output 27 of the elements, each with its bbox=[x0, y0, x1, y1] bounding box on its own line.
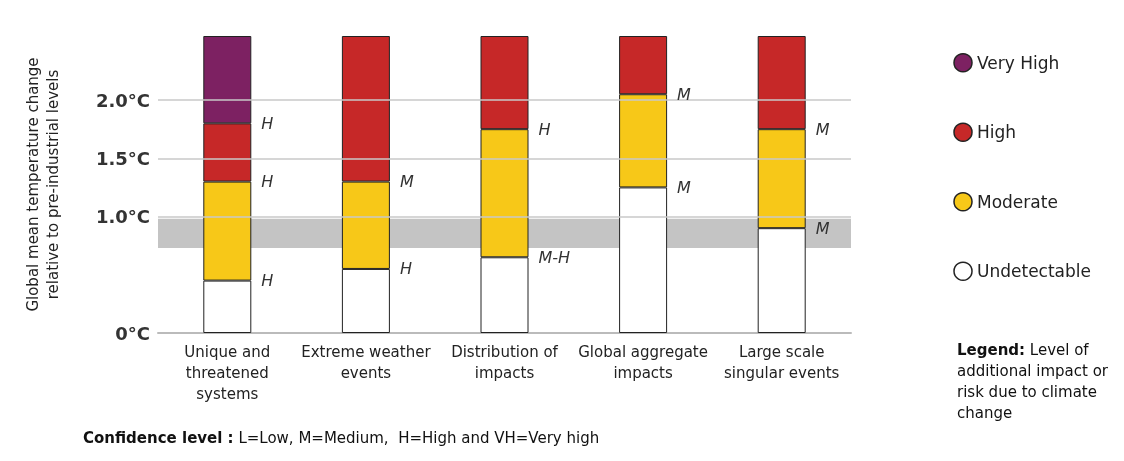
annotation: M bbox=[399, 172, 414, 192]
annotation: M bbox=[815, 218, 830, 238]
y-tick-label: 0°C bbox=[115, 322, 150, 344]
x-tick-label: Global aggregate impacts bbox=[578, 342, 708, 382]
annotation: M bbox=[677, 84, 692, 104]
legend-label: Very High bbox=[977, 52, 1060, 73]
y-tick-label: 1.0°C bbox=[95, 206, 150, 228]
x-tick-label: Unique and threatened systems bbox=[184, 342, 271, 403]
y-tick-label: 1.5°C bbox=[95, 147, 150, 169]
annotation: H bbox=[399, 259, 412, 279]
x-tick-label: Extreme weather events bbox=[301, 342, 432, 382]
text: Confidence level : L=Low, M=Medium, H=High and VH=Very high bbox=[83, 428, 600, 447]
annotation: H bbox=[261, 113, 274, 133]
legend-label: Undetectable bbox=[977, 261, 1092, 282]
legend-label: High bbox=[977, 122, 1017, 143]
legend-label: Moderate bbox=[977, 191, 1058, 212]
annotation: H bbox=[261, 172, 274, 192]
x-tick-label: Large scale singular events bbox=[724, 342, 840, 382]
annotation: H bbox=[261, 271, 274, 291]
x-tick-label: Distribution of impacts bbox=[451, 342, 559, 382]
y-tick-label: 2.0°C bbox=[95, 89, 150, 111]
annotation: M-H bbox=[538, 247, 571, 267]
legend-title: Legend: Level of additional impact or risk due to climate change bbox=[957, 340, 1109, 422]
annotation: M bbox=[815, 119, 830, 139]
y-axis-title: Global mean temperature change relative to pre-industrial levels bbox=[24, 57, 62, 312]
annotation: M bbox=[677, 177, 692, 197]
annotation: H bbox=[538, 119, 551, 139]
